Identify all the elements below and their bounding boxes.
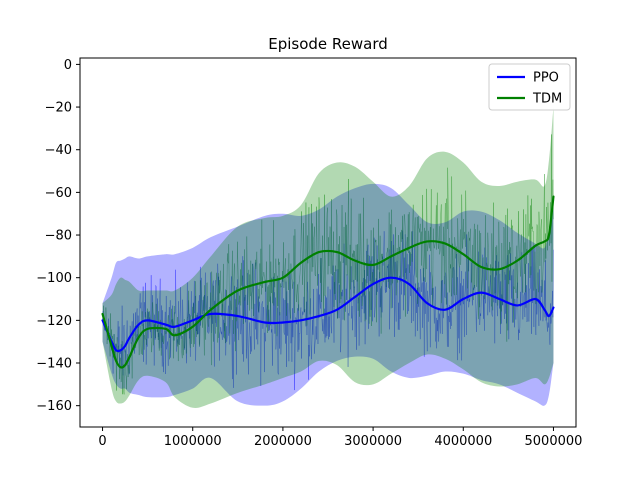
y-tick-label: −140 [36,357,72,372]
y-tick-label: 0 [64,58,72,73]
legend: PPO TDM [488,63,571,111]
x-tick-label: 3000000 [344,434,402,449]
x-tick-label: 5000000 [525,434,583,449]
raw-reward-traces [102,134,554,395]
raw-trace-ppo [102,230,554,391]
x-tick-label: 4000000 [434,434,492,449]
y-tick-label: −20 [45,101,72,116]
band-tdm [102,107,554,409]
y-tick-label: −80 [45,229,72,244]
y-tick-label: −40 [45,143,72,158]
x-tick-label: 2000000 [254,434,312,449]
confidence-bands [102,107,554,409]
chart-title: Episode Reward [268,35,388,53]
line-ppo [101,276,555,353]
band-ppo [102,183,554,406]
y-tick-label: −60 [45,186,72,201]
series-lines [101,195,555,369]
x-tick-label: 0 [98,434,106,449]
y-tick-label: −100 [36,271,72,286]
legend-label-ppo: PPO [533,71,559,86]
x-tick-label: 1000000 [164,434,222,449]
axes-frame [79,57,577,428]
y-tick-label: −120 [36,314,72,329]
legend-label-tdm: TDM [532,92,562,107]
y-tick-label: −160 [36,399,72,414]
line-tdm [101,195,555,369]
raw-trace-tdm [102,134,554,395]
axes: 0 1000000 2000000 3000000 4000000 5000000 0 −20… [36,57,583,449]
